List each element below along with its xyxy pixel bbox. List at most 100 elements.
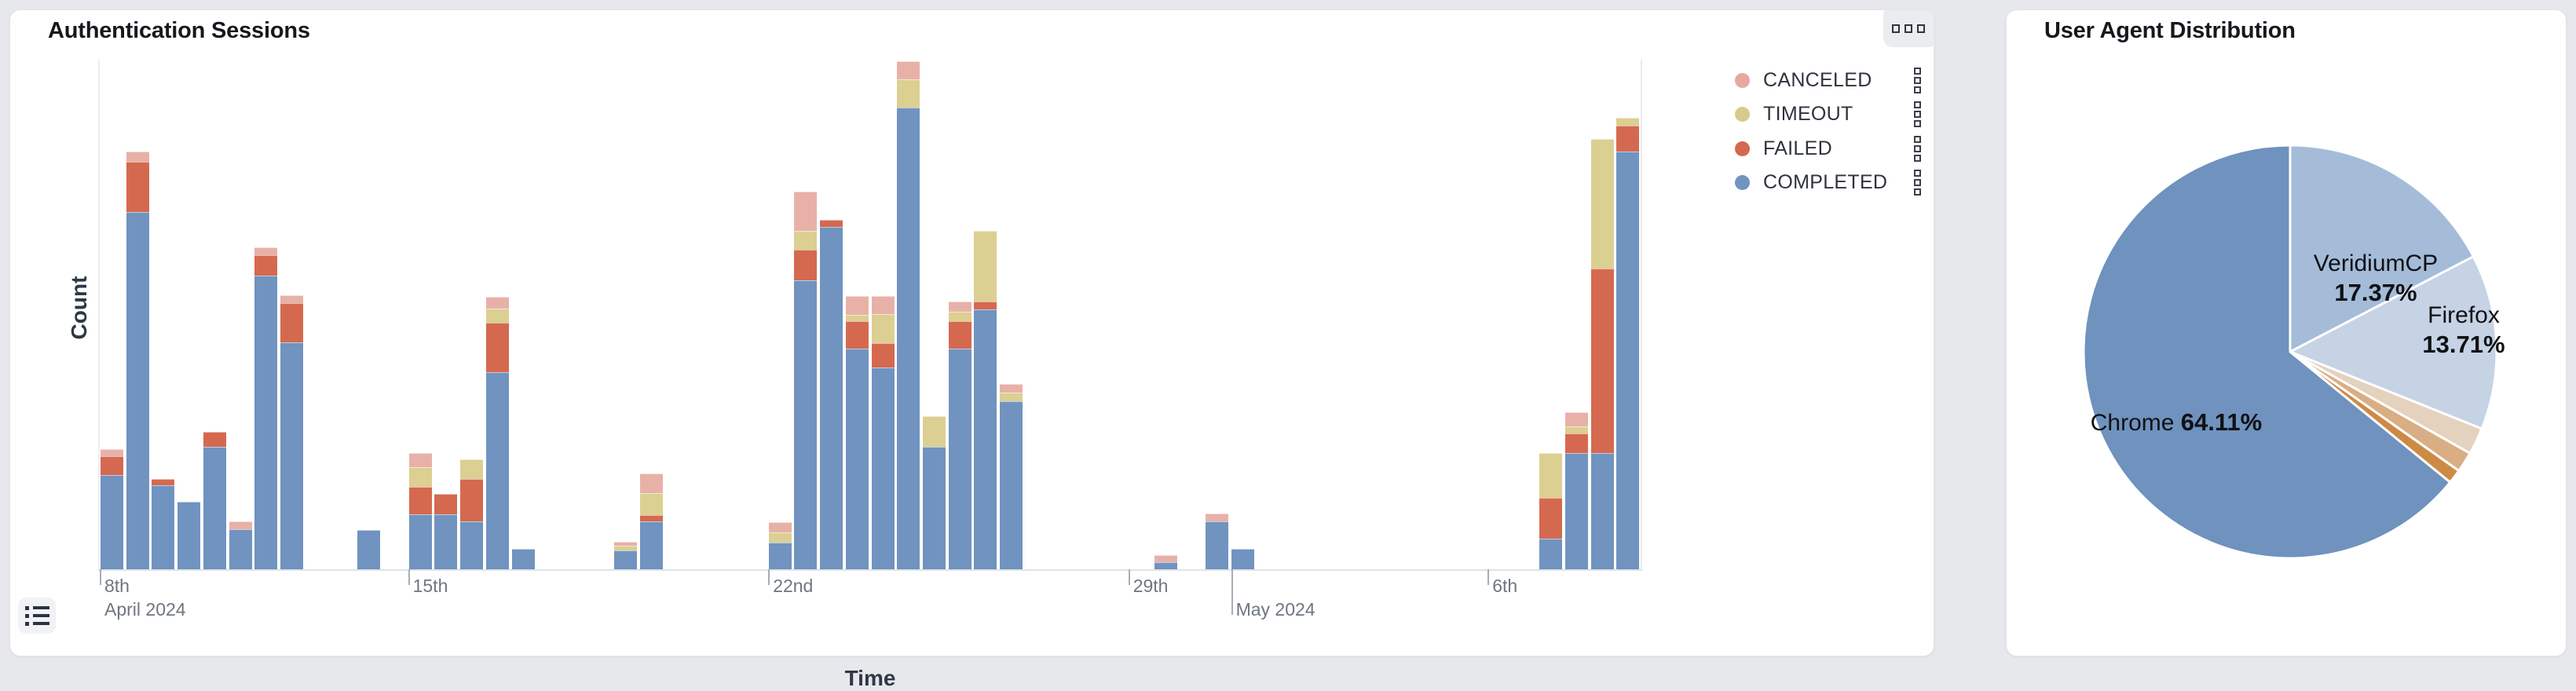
segment-completed — [974, 309, 997, 569]
stacked-bar-apr-12-am[interactable] — [254, 60, 278, 569]
legend-item-failed[interactable]: FAILED — [1735, 135, 1921, 162]
stacked-bar-apr-11-am[interactable] — [203, 60, 226, 569]
stacked-bar-apr-9-pm[interactable] — [126, 60, 149, 569]
segment-completed — [101, 475, 123, 569]
legend-item-completed[interactable]: COMPLETED — [1735, 170, 1921, 196]
segment-completed — [640, 521, 664, 569]
squares-menu-icon — [1905, 24, 1912, 33]
stacked-bar-apr-23-pm[interactable] — [845, 60, 869, 569]
stacked-bar-may-8-am[interactable] — [1590, 60, 1614, 569]
segment-timeout — [794, 231, 818, 250]
stacked-bar-apr-10-pm[interactable] — [177, 60, 201, 569]
segment-completed — [254, 276, 278, 569]
stacked-bar-apr-26-pm[interactable] — [1000, 60, 1023, 569]
stacked-bar-apr-19-am[interactable] — [614, 60, 638, 569]
segment-canceled — [280, 295, 304, 303]
pie-slice-chrome[interactable] — [2082, 144, 2452, 560]
segment-timeout — [1616, 118, 1640, 126]
legend-item-menu-icon[interactable] — [1914, 169, 1921, 197]
stacked-bar-apr-19-pm[interactable] — [640, 60, 664, 569]
panel-options-button[interactable] — [1883, 10, 1934, 47]
segment-canceled — [1000, 384, 1023, 393]
segment-failed — [794, 250, 818, 280]
data-view-button[interactable] — [18, 598, 56, 634]
legend-item-menu-icon[interactable] — [1914, 66, 1921, 94]
stacked-bar-apr-17-am[interactable] — [511, 60, 535, 569]
segment-failed — [152, 479, 175, 485]
squares-menu-icon — [1892, 24, 1900, 33]
legend-dot-icon — [1735, 107, 1750, 122]
pie-slice-veridiumcp[interactable] — [2289, 144, 2475, 353]
x-tick-label: 6th — [1492, 576, 1518, 596]
segment-timeout — [460, 459, 484, 479]
stacked-bar-may-7-am[interactable] — [1539, 60, 1563, 569]
segment-timeout — [897, 79, 920, 108]
segment-failed — [434, 494, 458, 514]
x-tick-mark — [1487, 569, 1490, 585]
segment-canceled — [1565, 412, 1589, 426]
stacked-bar-apr-14-am[interactable] — [357, 60, 381, 569]
list-icon — [25, 613, 56, 618]
stacked-bar-apr-30-pm[interactable] — [1205, 60, 1228, 569]
stacked-bar-apr-22-pm[interactable] — [794, 60, 818, 569]
segment-timeout — [640, 493, 664, 515]
segment-failed — [254, 255, 278, 276]
legend-item-timeout[interactable]: TIMEOUT — [1735, 101, 1921, 128]
y-axis-title: Count — [67, 276, 91, 340]
segment-completed — [177, 502, 201, 569]
stacked-bar-apr-15-am[interactable] — [408, 60, 432, 569]
segment-timeout — [408, 467, 432, 487]
segment-completed — [357, 530, 381, 569]
pie-slice-firefox[interactable] — [2289, 255, 2498, 430]
segment-canceled — [871, 296, 895, 314]
legend-dot-icon — [1735, 72, 1750, 88]
segment-completed — [1000, 401, 1023, 569]
squares-menu-icon — [1917, 24, 1925, 33]
x-tick-month-label: May 2024 — [1235, 599, 1315, 620]
stacked-bar-apr-10-am[interactable] — [152, 60, 175, 569]
stacked-bar-apr-26-am[interactable] — [974, 60, 997, 569]
stacked-bar-apr-23-am[interactable] — [820, 60, 843, 569]
segment-completed — [1539, 539, 1563, 569]
x-tick-label: 15th — [412, 576, 448, 596]
stacked-bar-apr-25-pm[interactable] — [948, 60, 971, 569]
stacked-bar-apr-29-pm[interactable] — [1154, 60, 1177, 569]
segment-completed — [1565, 453, 1589, 569]
segment-failed — [101, 456, 123, 475]
stacked-bar-may-7-pm[interactable] — [1565, 60, 1589, 569]
stacked-bar-may-8-pm[interactable] — [1616, 60, 1640, 569]
stacked-bar-apr-12-pm[interactable] — [280, 60, 304, 569]
x-axis-line — [98, 569, 1642, 571]
legend-item-menu-icon[interactable] — [1914, 134, 1921, 163]
segment-timeout — [485, 309, 509, 323]
right-axis-line — [1641, 60, 1642, 569]
legend-item-menu-icon[interactable] — [1914, 101, 1921, 129]
stacked-bar-apr-9-am[interactable] — [101, 60, 123, 569]
ua-panel-title: User Agent Distribution — [2044, 18, 2296, 43]
stacked-bar-apr-25-am[interactable] — [923, 60, 946, 569]
segment-timeout — [923, 416, 946, 447]
stacked-bar-may-1-am[interactable] — [1231, 60, 1254, 569]
segment-timeout — [768, 532, 792, 543]
pie-chart: VeridiumCP 17.37% Firefox 13.71% Chrome 64.1… — [2007, 10, 2567, 657]
stacked-bar-apr-15-pm[interactable] — [434, 60, 458, 569]
list-icon — [25, 605, 56, 610]
x-tick-mark — [768, 569, 770, 585]
segment-timeout — [1565, 426, 1589, 433]
segment-completed — [871, 367, 895, 569]
stacked-bar-apr-24-am[interactable] — [871, 60, 895, 569]
segment-completed — [614, 550, 638, 569]
segment-canceled — [1154, 555, 1177, 562]
x-tick-mark — [100, 569, 101, 585]
stacked-bar-apr-24-pm[interactable] — [897, 60, 920, 569]
segment-canceled — [229, 521, 252, 529]
stacked-bar-apr-16-am[interactable] — [460, 60, 484, 569]
segment-failed — [974, 302, 997, 309]
stacked-bar-apr-11-pm[interactable] — [229, 60, 252, 569]
legend-item-canceled[interactable]: CANCELED — [1735, 67, 1921, 93]
segment-failed — [280, 303, 304, 342]
x-tick-month-label: April 2024 — [104, 599, 186, 620]
stacked-bar-apr-16-pm[interactable] — [485, 60, 509, 569]
stacked-bar-apr-22-am[interactable] — [768, 60, 792, 569]
segment-canceled — [768, 522, 792, 532]
